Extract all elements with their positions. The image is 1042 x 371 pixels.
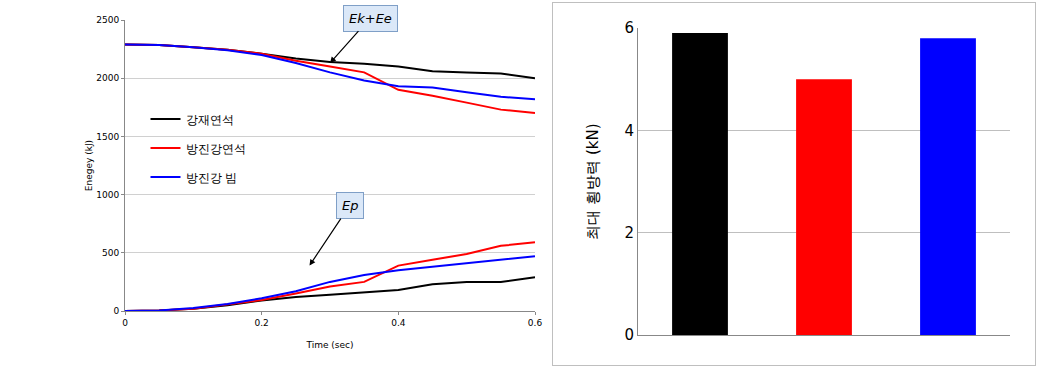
svg-text:0.2: 0.2	[255, 318, 269, 328]
svg-text:4: 4	[624, 122, 634, 140]
svg-text:방진강연석: 방진강연석	[186, 142, 246, 156]
svg-text:2500: 2500	[96, 15, 119, 25]
svg-text:Ek+Ee: Ek+Ee	[349, 11, 392, 26]
svg-text:1500: 1500	[96, 132, 119, 142]
svg-text:6: 6	[624, 19, 634, 37]
svg-text:최대 횡방력 (kN): 최대 횡방력 (kN)	[584, 123, 602, 239]
svg-text:방진강 빔: 방진강 빔	[186, 171, 238, 185]
svg-text:2: 2	[624, 224, 634, 242]
svg-text:Enegey (kJ): Enegey (kJ)	[84, 140, 94, 191]
svg-text:500: 500	[102, 248, 119, 258]
svg-text:Time (sec): Time (sec)	[305, 340, 353, 350]
svg-text:강재연석: 강재연석	[186, 113, 234, 127]
svg-text:0.4: 0.4	[391, 318, 406, 328]
svg-text:2000: 2000	[96, 73, 119, 83]
svg-text:Ep: Ep	[342, 198, 358, 213]
svg-text:0.6: 0.6	[528, 318, 543, 328]
svg-text:0: 0	[113, 306, 119, 316]
svg-text:1000: 1000	[96, 190, 119, 200]
svg-text:0: 0	[122, 318, 128, 328]
svg-text:0: 0	[624, 326, 634, 344]
